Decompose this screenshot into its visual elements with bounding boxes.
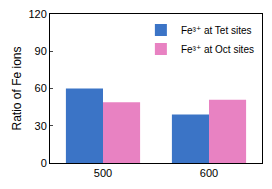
svg-text:Ratio of Fe ions: Ratio of Fe ions <box>10 46 24 130</box>
svg-text:Fe³⁺ at Tet sites: Fe³⁺ at Tet sites <box>181 25 252 36</box>
svg-text:120: 120 <box>28 8 46 20</box>
svg-text:90: 90 <box>35 45 47 57</box>
svg-text:600: 600 <box>200 167 218 179</box>
svg-text:500: 500 <box>94 167 112 179</box>
svg-text:30: 30 <box>35 120 47 132</box>
svg-text:Fe³⁺ at Oct sites: Fe³⁺ at Oct sites <box>181 44 254 55</box>
svg-text:60: 60 <box>35 82 47 94</box>
svg-text:0: 0 <box>41 157 47 169</box>
